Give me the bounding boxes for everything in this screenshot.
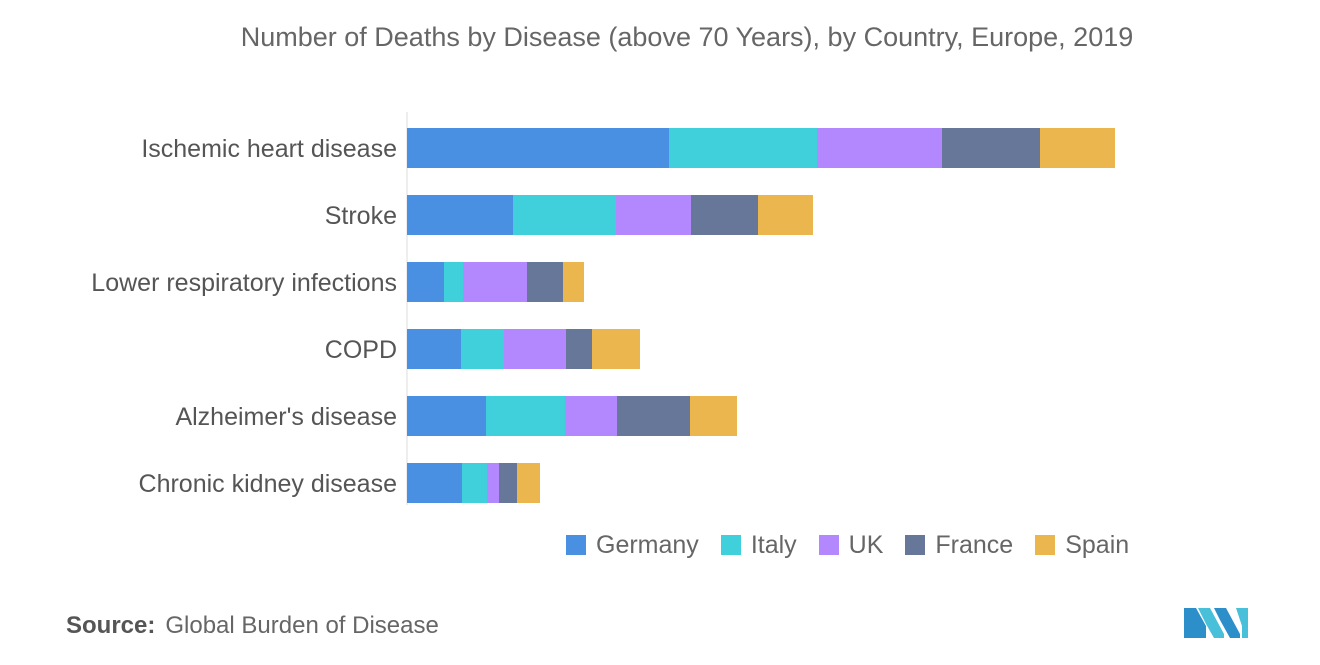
legend-swatch: [905, 535, 926, 555]
bar-segment: [942, 128, 1040, 168]
category-label: Stroke: [325, 202, 397, 230]
legend-swatch: [720, 535, 741, 555]
legend-item: UK: [818, 530, 884, 560]
bar-segment: [513, 195, 616, 235]
bar-segment: [461, 329, 504, 369]
bar-segment: [617, 396, 690, 436]
bar-segment: [1040, 128, 1115, 168]
bar-segment: [616, 195, 691, 235]
legend-label: Italy: [750, 530, 797, 559]
bar-segment: [527, 262, 563, 302]
category-label: Ischemic heart disease: [141, 135, 397, 163]
stacked-bar-chart: Ischemic heart disease Stroke Lower respir…: [91, 112, 1115, 505]
legend-swatch: [1035, 535, 1056, 555]
mordor-intelligence-logo-icon: [1184, 608, 1248, 638]
legend-swatch: [818, 535, 839, 555]
category-label: Lower respiratory infections: [91, 269, 397, 297]
bars-group: [407, 128, 1115, 503]
category-labels: Ischemic heart disease Stroke Lower respir…: [91, 135, 397, 498]
bar-segment: [407, 195, 513, 235]
bar-segment: [758, 195, 813, 235]
bar-segment: [517, 463, 540, 503]
category-label: Chronic kidney disease: [139, 470, 397, 498]
bar-segment: [407, 463, 462, 503]
bar-segment: [407, 329, 461, 369]
bar-segment: [691, 195, 758, 235]
bar-segment: [462, 463, 487, 503]
bar-segment: [407, 128, 669, 168]
category-label: COPD: [325, 336, 397, 364]
bar-segment: [690, 396, 737, 436]
legend-label: France: [935, 530, 1014, 559]
category-label: Alzheimer's disease: [175, 403, 397, 431]
bar-segment: [563, 262, 584, 302]
bar-segment: [407, 262, 444, 302]
bar-segment: [407, 396, 486, 436]
source-note: Source: Global Burden of Disease: [66, 612, 439, 640]
bar-segment: [504, 329, 566, 369]
bar-segment: [463, 262, 527, 302]
bar-segment: [444, 262, 463, 302]
chart-title: Number of Deaths by Disease (above 70 Ye…: [240, 22, 1134, 52]
bar-segment: [566, 329, 592, 369]
bar-segment: [669, 128, 817, 168]
bar-segment: [487, 463, 499, 503]
legend-swatch: [566, 535, 586, 555]
source-text: Global Burden of Disease: [165, 612, 439, 639]
legend: Germany Italy UK France Spain: [566, 530, 1151, 560]
legend-label: Spain: [1065, 530, 1130, 559]
legend-item: Italy: [720, 530, 797, 560]
source-label: Source:: [66, 612, 156, 639]
bar-segment: [565, 396, 617, 436]
legend-item: Spain: [1035, 531, 1129, 560]
legend-item: Germany: [566, 531, 699, 560]
bar-segment: [499, 463, 517, 503]
bar-segment: [486, 396, 565, 436]
bar-segment: [817, 128, 942, 168]
bar-segment: [592, 329, 640, 369]
legend-item: France: [905, 531, 1013, 560]
legend-label: UK: [848, 530, 884, 559]
legend-label: Germany: [596, 530, 699, 559]
